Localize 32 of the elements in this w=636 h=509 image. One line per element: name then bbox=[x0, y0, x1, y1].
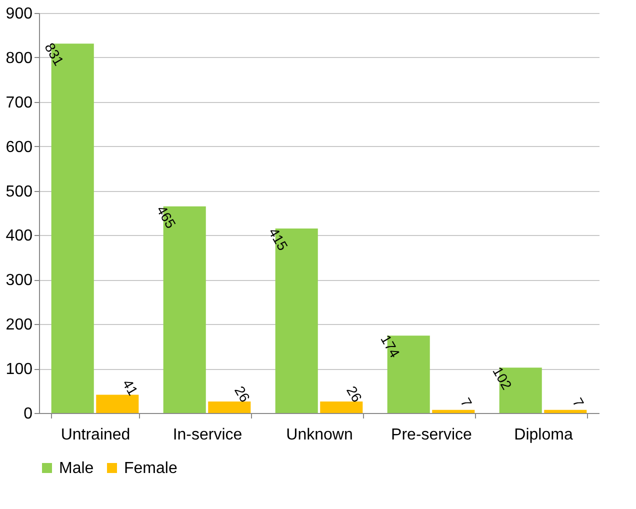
data-label: 41 bbox=[120, 376, 142, 398]
x-tick-label: In-service bbox=[172, 426, 242, 444]
data-label: 26 bbox=[232, 383, 254, 405]
bar bbox=[320, 401, 363, 413]
y-tick-label: 700 bbox=[6, 94, 33, 112]
bar bbox=[208, 401, 251, 413]
legend-label: Female bbox=[124, 460, 178, 477]
data-label: 7 bbox=[570, 395, 588, 410]
y-tick-label: 0 bbox=[24, 406, 33, 422]
bar bbox=[544, 410, 587, 413]
legend-label: Male bbox=[59, 460, 94, 477]
y-tick-label: 800 bbox=[6, 50, 33, 67]
data-label: 174 bbox=[378, 332, 404, 360]
y-tick-label: 100 bbox=[6, 361, 33, 378]
x-tick-label: Pre-service bbox=[391, 426, 472, 444]
data-label: 415 bbox=[266, 224, 292, 254]
y-tick-label: 900 bbox=[6, 6, 33, 22]
x-tick-label: Diploma bbox=[514, 426, 573, 444]
y-tick-label: 200 bbox=[6, 316, 33, 334]
data-label: 102 bbox=[490, 364, 516, 392]
data-label: 7 bbox=[458, 395, 476, 410]
data-label: 465 bbox=[154, 202, 180, 232]
y-tick-label: 300 bbox=[6, 272, 33, 290]
x-tick-label: Unknown bbox=[286, 426, 353, 444]
x-tick-label: Untrained bbox=[60, 426, 130, 444]
bar bbox=[96, 394, 139, 413]
y-tick-label: 400 bbox=[6, 228, 33, 245]
y-tick-label: 600 bbox=[6, 138, 33, 156]
data-label: 831 bbox=[42, 40, 68, 68]
y-tick-label: 500 bbox=[6, 183, 33, 200]
data-label: 26 bbox=[344, 383, 366, 405]
bar bbox=[432, 410, 475, 413]
